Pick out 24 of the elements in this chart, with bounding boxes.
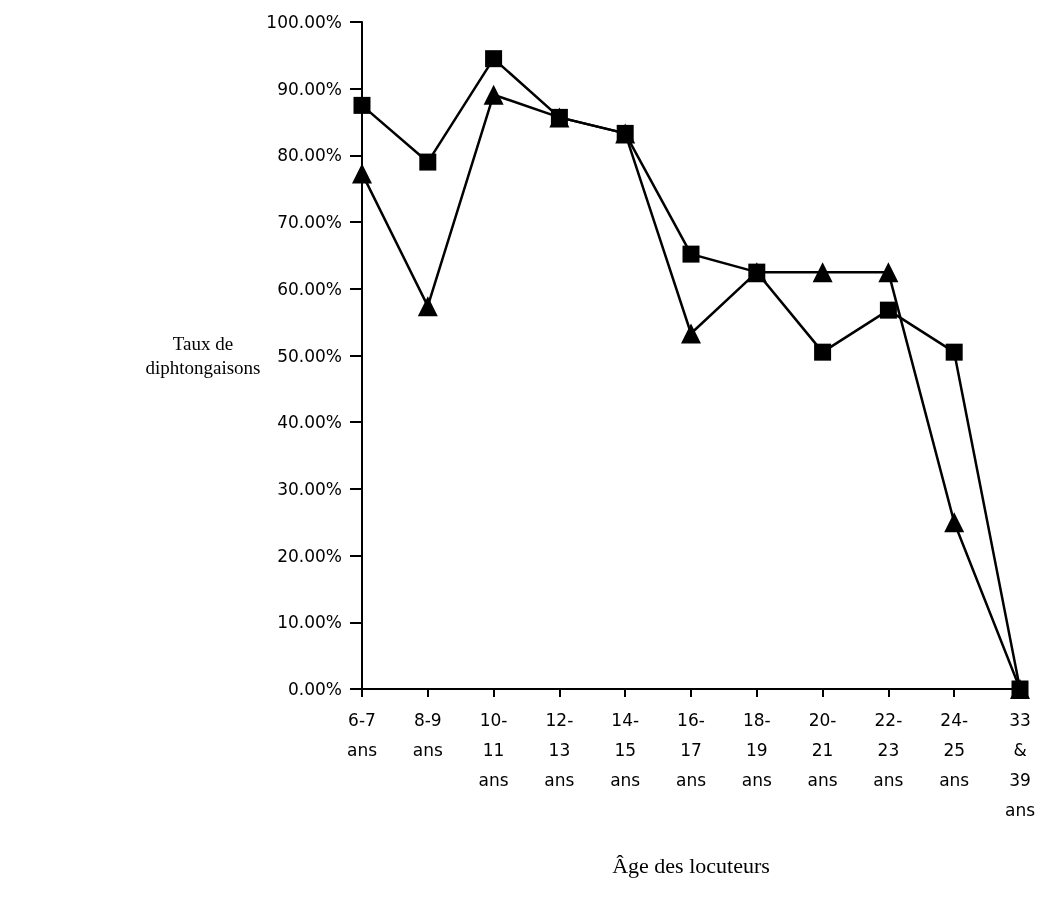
y-tick-label: 20.00% <box>277 545 342 566</box>
y-tick-label: 40.00% <box>277 412 342 433</box>
x-tick-label: 16- 17 ans <box>675 710 707 790</box>
x-tick-label: 14- 15 ans <box>610 710 641 790</box>
x-tick-label: 33 & 39 ans <box>1004 710 1036 820</box>
y-axis-title: Taux de diphtongaisons <box>145 333 261 378</box>
y-tick-label: 0.00% <box>287 679 342 699</box>
y-tick-label: 50.00% <box>277 345 342 366</box>
y-tick-label: 60.00% <box>277 278 342 299</box>
y-tick-label: 100.00% <box>266 12 342 32</box>
x-tick-label: 12- 13 ans <box>544 710 575 790</box>
y-tick-label: 30.00% <box>277 478 342 499</box>
x-tick-label: 18- 19 ans <box>741 710 772 790</box>
x-tick-label: 10- 11 ans <box>478 710 509 790</box>
y-tick-label: 90.00% <box>277 78 342 99</box>
x-tick-label: 22- 23 ans <box>873 710 904 790</box>
x-tick-label: 20- 21 ans <box>807 710 838 790</box>
x-tick-label: 6-7 ans <box>346 710 378 760</box>
x-tick-label: 8-9 ans <box>412 710 443 760</box>
y-tick-label: 80.00% <box>277 145 342 166</box>
y-tick-label: 70.00% <box>277 212 342 233</box>
y-tick-label: 10.00% <box>277 612 342 633</box>
x-tick-label: 24- 25 ans <box>939 710 970 790</box>
x-axis-title: Âge des locuteurs <box>612 852 770 878</box>
